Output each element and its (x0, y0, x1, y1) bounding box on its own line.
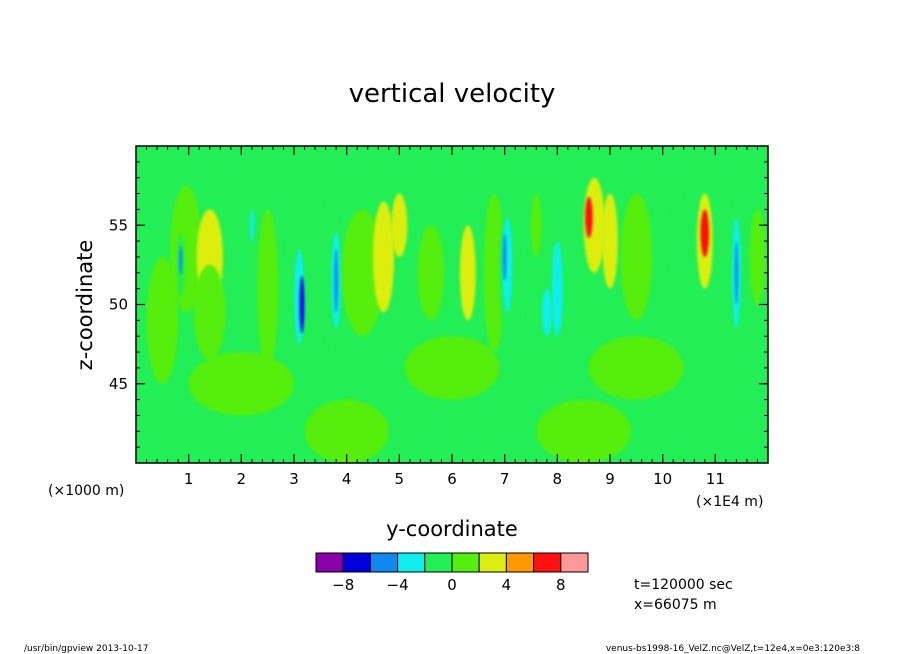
contour-region (193, 264, 226, 360)
contour-region (585, 196, 593, 238)
contour-region (536, 399, 632, 463)
contour-region (417, 225, 445, 321)
contour-region (188, 352, 294, 416)
contour-region (700, 209, 710, 257)
contour-region (391, 193, 408, 257)
plot-background (136, 146, 768, 463)
colorbar-label: 0 (447, 576, 457, 594)
x-tick-label: 5 (395, 470, 405, 488)
colorbar-swatch (424, 552, 453, 573)
x-tick-label: 1 (184, 470, 194, 488)
contour-region (404, 336, 500, 400)
x-axis-title: y-coordinate (386, 517, 518, 541)
colorbar-swatch (560, 552, 589, 573)
colorbar-label: −8 (332, 576, 354, 594)
colorbar-swatch (533, 552, 562, 573)
contour-region (334, 249, 338, 313)
x-tick-label: 6 (447, 470, 457, 488)
contour-region (502, 233, 507, 281)
velocity-contours (146, 177, 766, 463)
contour-region (620, 193, 653, 321)
contour-region (146, 256, 179, 384)
y-tick-label: 45 (109, 375, 128, 393)
contour-region (531, 193, 542, 257)
footer-right: venus-bs1998-16_VelZ.nc@VelZ,t=12e4,x=0e… (606, 644, 860, 654)
colorbar-swatch (369, 552, 399, 573)
y-axis-title: z-coordinate (73, 240, 97, 371)
y-tick-label: 55 (109, 216, 128, 234)
x-axis-unit-right: (×1E4 m) (696, 494, 763, 510)
time-label: t=120000 sec (634, 577, 733, 593)
colorbar-swatch (342, 552, 371, 573)
contour-region (304, 399, 389, 463)
x-tick-label: 4 (342, 470, 352, 488)
contour-region (249, 209, 254, 242)
contour-region (602, 193, 618, 289)
chart-title: vertical velocity (349, 79, 556, 109)
colorbar-swatch (315, 552, 344, 573)
contour-region (588, 336, 684, 400)
contour-region (257, 209, 279, 368)
contour-region (667, 193, 689, 289)
contour-region (179, 245, 183, 275)
colorbar-swatch (505, 552, 535, 573)
contour-region (459, 225, 476, 321)
x-axis-unit-left: (×1000 m) (48, 483, 124, 499)
x-tick-label: 3 (289, 470, 299, 488)
colorbar-swatch (397, 552, 426, 573)
x-tick-label: 2 (237, 470, 247, 488)
colorbar: −8 −4 0 4 8 (315, 552, 589, 594)
contour-region (542, 288, 552, 337)
x-tick-label: 7 (500, 470, 510, 488)
contour-region (299, 275, 305, 334)
colorbar-label: −4 (387, 576, 409, 594)
contour-region (373, 201, 395, 313)
colorbar-swatch (451, 552, 480, 573)
x-tick-label: 9 (605, 470, 615, 488)
position-label: x=66075 m (634, 597, 717, 613)
x-tick-label: 11 (706, 470, 725, 488)
x-tick-label: 8 (553, 470, 563, 488)
colorbar-label: 8 (556, 576, 566, 594)
y-tick-label: 50 (109, 296, 128, 314)
footer-left: /usr/bin/gpview 2013-10-17 (24, 644, 148, 654)
x-tick-label: 10 (653, 470, 672, 488)
colorbar-swatch (478, 552, 507, 573)
contour-region (552, 241, 563, 337)
colorbar-label: 4 (502, 576, 512, 594)
contour-region (483, 193, 505, 353)
contour-region (341, 209, 384, 337)
contour-region (734, 241, 738, 305)
contour-region (749, 209, 766, 305)
